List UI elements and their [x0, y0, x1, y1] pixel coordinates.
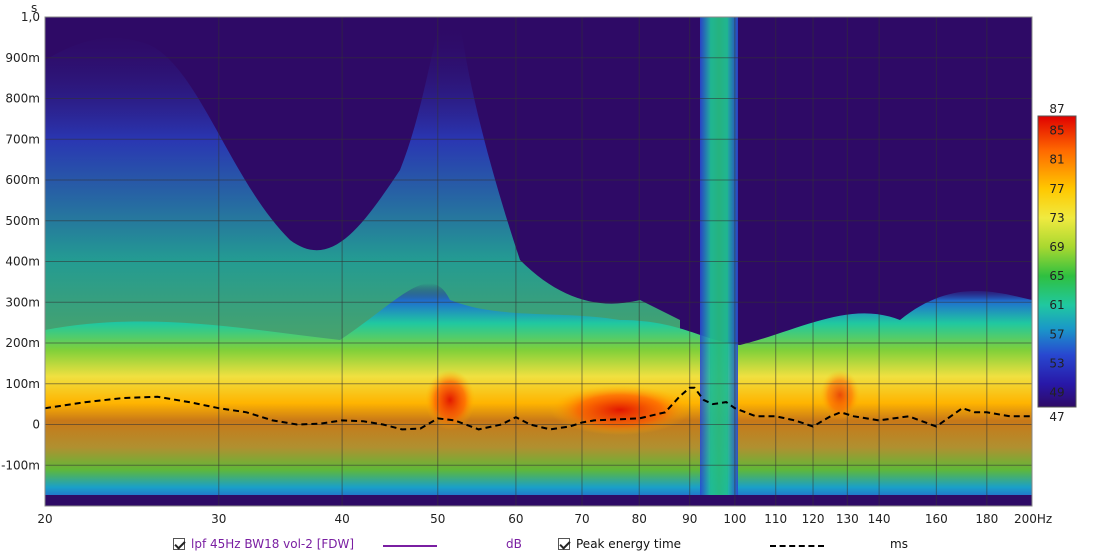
x-tick-label: 70 [574, 512, 589, 526]
x-tick-label: 60 [508, 512, 523, 526]
x-tick-label: 90 [682, 512, 697, 526]
x-tick-label: 180 [975, 512, 998, 526]
colorbar-tick-label: 49 [1049, 385, 1064, 399]
legend-label-measurement: lpf 45Hz BW18 vol-2 [FDW] [191, 537, 355, 551]
x-tick-label: 80 [632, 512, 647, 526]
x-tick-label: 160 [925, 512, 948, 526]
colorbar-tick-label: 73 [1049, 211, 1064, 225]
y-tick-label: 800m [5, 92, 40, 106]
legend-swatch-measurement [383, 545, 437, 547]
colorbar-tick-label: 57 [1049, 327, 1064, 341]
peak-energy-line [45, 386, 1032, 431]
y-tick-label: 700m [5, 132, 40, 146]
colorbar-tick-label: 47 [1049, 410, 1064, 424]
legend-unit-measurement: dB [506, 537, 522, 551]
y-tick-label: 1,0 [21, 10, 40, 24]
y-axis-label: s [31, 1, 37, 15]
legend: lpf 45Hz BW18 vol-2 [FDW] dB Peak energy… [0, 532, 1108, 558]
legend-swatch-peak-energy [770, 545, 824, 547]
y-tick-label: 100m [5, 377, 40, 391]
hot-spot [550, 385, 690, 435]
x-tick-label: 40 [334, 512, 349, 526]
y-axis: 1,0 900m 800m 700m 600m 500m 400m 300m 200m 100m 0… [1, 10, 40, 472]
x-axis: 20 30 40 50 60 70 80 90 100 110 120 130 140 160 180 200… [37, 512, 1052, 526]
chart-svg: 1,0 900m 800m 700m 600m 500m 400m 300m 200m 100m 0… [1, 1, 1077, 526]
legend-checkbox-measurement[interactable] [173, 538, 185, 550]
plot-frame [44, 16, 1033, 507]
legend-item-peak-energy[interactable]: Peak energy time [558, 537, 681, 551]
colorbar-tick-label: 87 [1049, 102, 1064, 116]
energy-band [45, 283, 1032, 505]
y-tick-label: 300m [5, 295, 40, 309]
colorbar-tick-label: 81 [1049, 153, 1064, 167]
x-tick-label: 200Hz [1014, 512, 1052, 526]
legend-label-peak-energy: Peak energy time [576, 537, 682, 551]
y-tick-label: 500m [5, 214, 40, 228]
y-tick-label: 200m [5, 336, 40, 350]
colorbar-tick-label: 65 [1049, 269, 1064, 283]
x-tick-label: 130 [836, 512, 859, 526]
y-tick-label: 400m [5, 255, 40, 269]
y-tick-label: 0 [32, 418, 40, 432]
colorbar-gradient [1037, 115, 1077, 408]
colorbar-tick-label: 85 [1049, 124, 1064, 138]
y-tick-label: -100m [1, 458, 40, 472]
y-tick-label: 900m [5, 51, 40, 65]
colorbar-tick-label: 69 [1049, 240, 1064, 254]
y-tick-label: 600m [5, 173, 40, 187]
colorbar-tick-label: 61 [1049, 298, 1064, 312]
colorbar-ticks: 87 85 81 77 73 69 65 61 57 53 49 47 [1049, 102, 1064, 424]
x-tick-label: 100 [723, 512, 746, 526]
x-tick-label: 50 [430, 512, 445, 526]
colorbar-tick-label: 53 [1049, 356, 1064, 370]
hot-spot [820, 370, 860, 420]
x-tick-label: 140 [868, 512, 891, 526]
x-tick-label: 30 [211, 512, 226, 526]
grid [45, 17, 1032, 506]
legend-checkbox-peak-energy[interactable] [558, 538, 570, 550]
legend-unit-peak-energy: ms [890, 537, 908, 551]
colorbar: 87 85 81 77 73 69 65 61 57 53 49 47 [1037, 102, 1077, 424]
plot-area [45, 17, 1032, 506]
legend-item-measurement[interactable]: lpf 45Hz BW18 vol-2 [FDW] [173, 537, 354, 551]
colorbar-tick-label: 77 [1049, 182, 1064, 196]
x-tick-label: 110 [764, 512, 787, 526]
x-tick-label: 120 [802, 512, 825, 526]
plot-floor-edge [45, 495, 1032, 506]
x-tick-label: 20 [37, 512, 52, 526]
